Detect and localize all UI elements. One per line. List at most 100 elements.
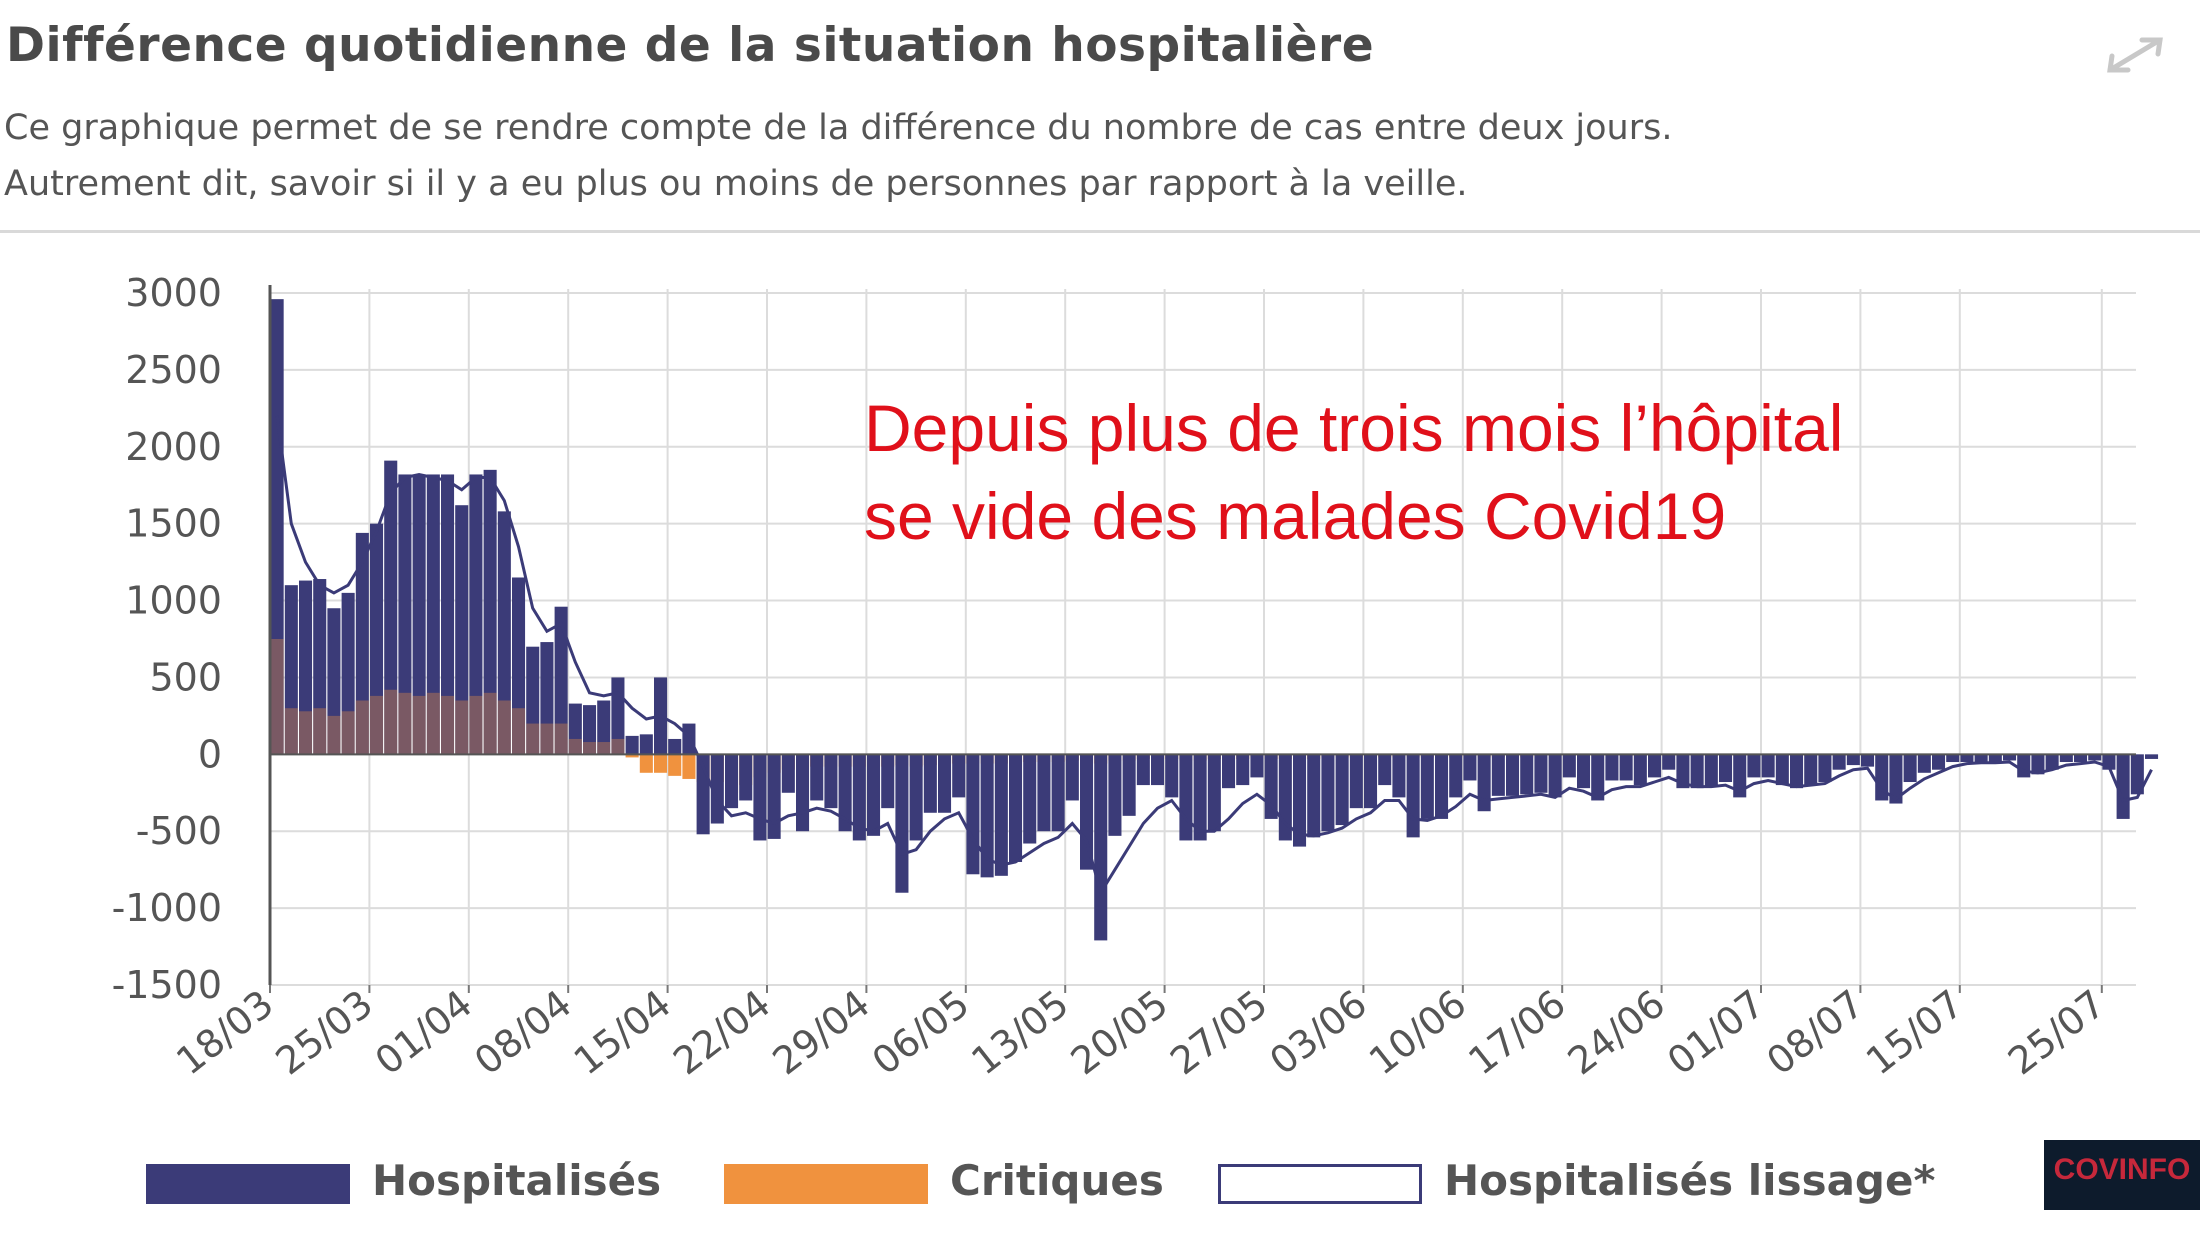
x-tick-label: 10/06 — [1361, 981, 1474, 1083]
bar-critiques — [327, 715, 341, 755]
bar-hospitalises — [867, 754, 881, 836]
bar-hospitalises — [1491, 754, 1505, 796]
bar-hospitalises — [2045, 754, 2059, 770]
bar-hospitalises — [355, 532, 369, 755]
bar-hospitalises — [1065, 754, 1079, 801]
bar-hospitalises — [2003, 754, 2017, 761]
bar-critiques — [284, 708, 298, 755]
x-tick-label: 29/04 — [765, 981, 878, 1083]
bar-hospitalises — [583, 705, 597, 755]
bar-hospitalises — [1818, 754, 1832, 783]
bar-hospitalises — [1804, 754, 1818, 786]
legend-swatch-hospitalises — [146, 1164, 350, 1204]
x-tick-label: 22/04 — [665, 981, 778, 1083]
bar-hospitalises — [1520, 754, 1534, 795]
bar-hospitalises — [1562, 754, 1576, 778]
bar-critiques — [540, 723, 554, 755]
bar-hospitalises — [455, 505, 469, 755]
bar-hospitalises — [1349, 754, 1363, 809]
bar-hospitalises — [1108, 754, 1122, 836]
bar-hospitalises — [1875, 754, 1889, 801]
bar-critiques — [639, 754, 653, 773]
bar-critiques — [341, 711, 355, 755]
bar-critiques — [512, 708, 526, 755]
x-tick-label: 24/06 — [1560, 981, 1673, 1083]
expand-arrows-icon[interactable] — [2100, 30, 2170, 80]
bar-hospitalises — [384, 460, 398, 755]
x-tick-label: 15/07 — [1858, 981, 1971, 1083]
bar-hospitalises — [313, 579, 327, 755]
bar-hospitalises — [299, 580, 313, 755]
bar-critiques — [654, 754, 668, 773]
bar-hospitalises — [1506, 754, 1520, 796]
bar-hospitalises — [1307, 754, 1321, 838]
annotation-line-1: Depuis plus de trois mois l’hôpital — [864, 391, 1844, 465]
y-tick-label: -500 — [136, 809, 222, 853]
bar-hospitalises — [398, 474, 412, 755]
bar-critiques — [455, 700, 469, 755]
bar-hospitalises — [938, 754, 952, 813]
bar-critiques — [526, 723, 540, 755]
bar-hospitalises — [327, 608, 341, 755]
line-hospitalises-lissage — [275, 415, 2153, 897]
bar-hospitalises — [1605, 754, 1619, 781]
y-tick-label: 2000 — [125, 425, 222, 469]
bar-hospitalises — [341, 592, 355, 755]
bar-hospitalises — [1321, 754, 1335, 832]
y-tick-label: 1500 — [125, 502, 222, 546]
bar-critiques — [483, 692, 497, 755]
bar-hospitalises — [810, 754, 824, 801]
bar-hospitalises — [2116, 754, 2130, 819]
bar-hospitalises — [1889, 754, 1903, 804]
x-tick-label: 08/04 — [466, 981, 579, 1083]
y-tick-label: -1500 — [112, 963, 222, 1007]
bar-hospitalises — [1207, 754, 1221, 832]
bar-hospitalises — [1094, 754, 1108, 941]
bar-hospitalises — [284, 585, 298, 755]
bar-hospitalises — [2031, 754, 2045, 775]
bar-hospitalises — [625, 735, 639, 755]
bar-critiques — [441, 695, 455, 755]
bar-hospitalises — [1136, 754, 1150, 786]
legend-swatch-critiques — [724, 1164, 928, 1204]
bar-hospitalises — [1988, 754, 2002, 763]
bar-hospitalises — [1577, 754, 1591, 789]
x-tick-label: 01/07 — [1659, 981, 1772, 1083]
bar-hospitalises — [1747, 754, 1761, 778]
bar-critiques — [370, 695, 384, 755]
bar-critiques — [299, 711, 313, 755]
bar-hospitalises — [767, 754, 781, 839]
bar-hospitalises — [1548, 754, 1562, 798]
x-tick-label: 06/05 — [864, 981, 977, 1083]
bar-critiques — [554, 723, 568, 755]
chart-subtitle: Ce graphique permet de se rendre compte … — [4, 100, 1672, 212]
y-tick-label: 0 — [198, 732, 222, 776]
bar-hospitalises — [1619, 754, 1633, 781]
bar-hospitalises — [781, 754, 795, 793]
bar-hospitalises — [483, 469, 497, 755]
legend-swatch-lissage — [1218, 1164, 1422, 1204]
bar-hospitalises — [2145, 754, 2159, 759]
bar-hospitalises — [1250, 754, 1264, 778]
bar-hospitalises — [1591, 754, 1605, 801]
bar-hospitalises — [1633, 754, 1647, 786]
bar-hospitalises — [1761, 754, 1775, 778]
bar-critiques — [355, 700, 369, 755]
bar-hospitalises — [1335, 754, 1349, 826]
bar-hospitalises — [895, 754, 909, 893]
bar-critiques — [611, 738, 625, 755]
bar-hospitalises — [838, 754, 852, 832]
bar-hospitalises — [923, 754, 937, 813]
bar-hospitalises — [1946, 754, 1960, 763]
bar-critiques — [426, 692, 440, 755]
subtitle-line-1: Ce graphique permet de se rendre compte … — [4, 108, 1673, 148]
bar-hospitalises — [554, 606, 568, 755]
bar-hospitalises — [1846, 754, 1860, 766]
x-tick-label: 03/06 — [1262, 981, 1375, 1083]
x-tick-label: 15/04 — [566, 981, 679, 1083]
bar-hospitalises — [1165, 754, 1179, 798]
bar-critiques — [469, 695, 483, 755]
bar-critiques — [384, 689, 398, 755]
y-tick-label: 500 — [149, 655, 222, 699]
bar-hospitalises — [1534, 754, 1548, 793]
